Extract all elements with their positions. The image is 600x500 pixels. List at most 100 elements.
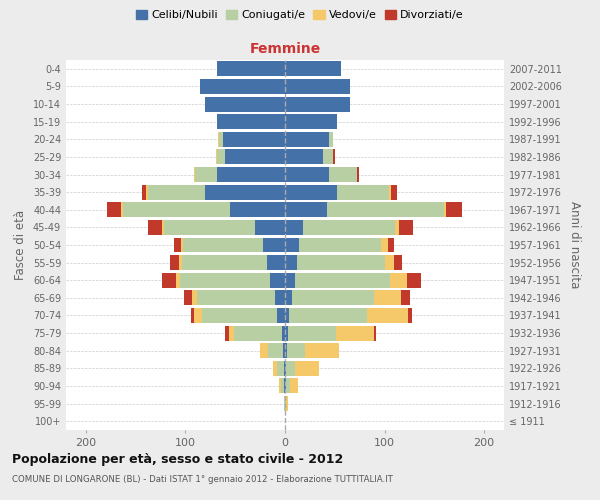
Bar <box>194 167 196 182</box>
Bar <box>374 290 401 306</box>
Bar <box>281 378 284 394</box>
Bar <box>286 361 295 376</box>
Bar <box>193 290 197 306</box>
Bar <box>400 220 413 235</box>
Bar <box>217 114 285 129</box>
Bar <box>285 378 286 394</box>
Bar <box>268 343 283 358</box>
Bar <box>285 238 299 252</box>
Bar <box>289 308 367 323</box>
Bar <box>234 326 282 340</box>
Bar <box>142 184 146 200</box>
Bar <box>217 167 285 182</box>
Bar <box>179 255 182 270</box>
Bar <box>161 220 164 235</box>
Bar <box>389 273 407 287</box>
Bar <box>323 150 333 164</box>
Bar <box>225 326 229 340</box>
Y-axis label: Anni di nascita: Anni di nascita <box>568 202 581 288</box>
Bar <box>285 220 303 235</box>
Bar <box>279 378 281 394</box>
Bar <box>401 290 410 306</box>
Bar <box>295 273 389 287</box>
Bar <box>267 255 285 270</box>
Bar <box>181 238 184 252</box>
Bar <box>285 396 286 411</box>
Bar <box>299 238 380 252</box>
Bar <box>394 255 403 270</box>
Bar <box>255 220 285 235</box>
Bar <box>295 361 319 376</box>
Bar <box>444 202 446 218</box>
Bar <box>285 202 327 218</box>
Bar <box>202 308 277 323</box>
Bar <box>284 361 285 376</box>
Bar <box>270 273 285 287</box>
Bar <box>303 220 395 235</box>
Bar <box>285 150 323 164</box>
Bar <box>285 132 329 147</box>
Bar <box>327 202 444 218</box>
Bar <box>223 132 285 147</box>
Bar <box>148 184 205 200</box>
Bar <box>230 202 285 218</box>
Y-axis label: Fasce di età: Fasce di età <box>14 210 27 280</box>
Bar <box>329 167 356 182</box>
Bar <box>283 343 285 358</box>
Text: Popolazione per età, sesso e stato civile - 2012: Popolazione per età, sesso e stato civil… <box>12 452 343 466</box>
Bar <box>205 184 285 200</box>
Bar <box>229 326 234 340</box>
Bar <box>286 378 290 394</box>
Bar <box>225 150 285 164</box>
Bar <box>285 62 341 76</box>
Bar <box>164 220 255 235</box>
Bar <box>217 62 285 76</box>
Bar <box>181 273 270 287</box>
Bar <box>146 184 148 200</box>
Bar <box>197 290 275 306</box>
Bar <box>173 238 181 252</box>
Bar <box>409 308 412 323</box>
Bar <box>161 273 176 287</box>
Bar <box>285 273 295 287</box>
Bar <box>285 343 287 358</box>
Bar <box>356 167 359 182</box>
Bar <box>107 202 121 218</box>
Bar <box>286 396 288 411</box>
Bar <box>287 343 305 358</box>
Text: COMUNE DI LONGARONE (BL) - Dati ISTAT 1° gennaio 2012 - Elaborazione TUTTITALIA.: COMUNE DI LONGARONE (BL) - Dati ISTAT 1°… <box>12 475 393 484</box>
Bar <box>333 150 335 164</box>
Bar <box>389 184 391 200</box>
Bar <box>194 308 202 323</box>
Bar <box>200 79 285 94</box>
Bar <box>288 326 336 340</box>
Bar <box>407 273 421 287</box>
Bar <box>184 238 263 252</box>
Bar <box>284 378 285 394</box>
Bar <box>285 308 289 323</box>
Bar <box>176 273 181 287</box>
Bar <box>285 326 288 340</box>
Bar <box>148 220 161 235</box>
Bar <box>297 255 385 270</box>
Bar <box>260 343 268 358</box>
Bar <box>277 308 285 323</box>
Bar <box>285 96 350 112</box>
Bar <box>292 290 374 306</box>
Bar <box>205 96 285 112</box>
Bar <box>277 361 284 376</box>
Bar <box>285 184 337 200</box>
Bar <box>123 202 230 218</box>
Bar <box>220 132 223 147</box>
Bar <box>196 167 217 182</box>
Bar <box>374 326 376 340</box>
Legend: Celibi/Nubili, Coniugati/e, Vedovi/e, Divorziati/e: Celibi/Nubili, Coniugati/e, Vedovi/e, Di… <box>132 6 468 25</box>
Bar <box>446 202 462 218</box>
Bar <box>290 378 298 394</box>
Text: Femmine: Femmine <box>250 42 320 56</box>
Bar <box>275 290 285 306</box>
Bar <box>273 361 277 376</box>
Bar <box>285 255 297 270</box>
Bar <box>284 396 285 411</box>
Bar <box>285 361 286 376</box>
